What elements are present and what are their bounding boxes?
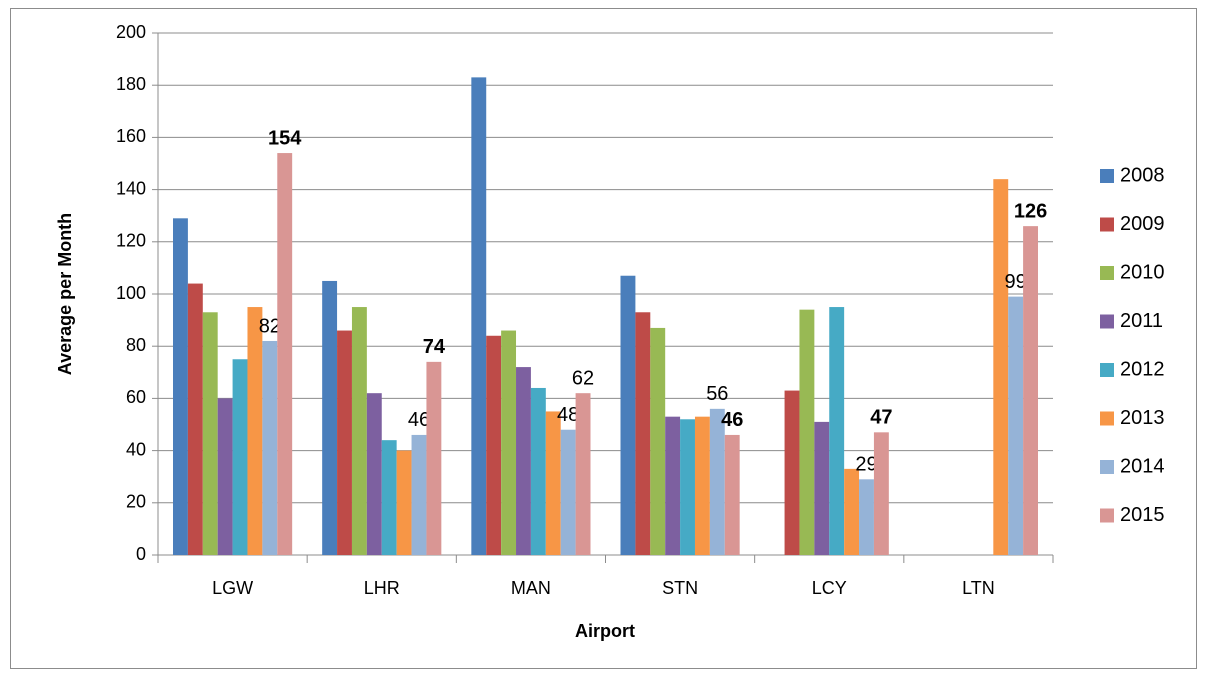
bar: [814, 421, 830, 555]
legend-label: 2014: [1120, 455, 1165, 477]
x-tick-label: LHR: [364, 578, 400, 598]
legend-swatch: [1100, 411, 1114, 426]
data-label: 154: [268, 127, 302, 149]
bar: [471, 77, 487, 556]
y-tick-label: 80: [126, 335, 146, 355]
data-label: 48: [557, 404, 579, 426]
bar: [202, 312, 218, 555]
bar: [1008, 296, 1024, 555]
bar: [993, 179, 1009, 555]
bar: [709, 408, 725, 555]
y-tick-label: 40: [126, 439, 146, 459]
bar: [694, 416, 710, 555]
bar: [187, 283, 203, 555]
bar: [650, 327, 666, 555]
data-label: 82: [259, 315, 281, 337]
legend-swatch: [1100, 363, 1114, 377]
legend-label: 2008: [1120, 164, 1165, 186]
bar: [411, 434, 427, 555]
bar: [829, 307, 845, 555]
bar: [277, 153, 293, 555]
legend-swatch: [1100, 508, 1114, 523]
bar: [620, 275, 636, 555]
y-tick-label: 160: [116, 126, 146, 146]
bar: [530, 387, 546, 555]
bar: [426, 361, 442, 555]
legend-label: 2010: [1120, 261, 1165, 283]
x-axis-title: Airport: [575, 621, 635, 641]
bar: [351, 307, 367, 555]
y-axis-title: Average per Month: [55, 213, 75, 375]
legend-swatch: [1100, 266, 1114, 280]
legend-label: 2009: [1120, 213, 1165, 235]
bar: [575, 393, 591, 555]
x-tick-label: LTN: [962, 578, 995, 598]
legend-label: 2015: [1120, 504, 1165, 526]
data-label: 46: [721, 409, 743, 431]
bar: [545, 411, 561, 555]
data-label: 47: [870, 407, 892, 429]
bar: [486, 335, 502, 555]
y-tick-label: 120: [116, 231, 146, 251]
y-tick-label: 200: [116, 22, 146, 42]
bar: [262, 340, 278, 555]
x-tick-label: LGW: [212, 578, 253, 598]
bar: [337, 330, 352, 555]
bar: [322, 280, 338, 555]
bar: [516, 367, 531, 555]
x-tick-label: LCY: [812, 578, 847, 598]
legend-swatch: [1100, 217, 1114, 232]
bar: [232, 359, 248, 555]
bar: [784, 390, 800, 555]
data-label: 74: [423, 336, 446, 358]
y-tick-label: 0: [136, 544, 146, 564]
y-tick-label: 100: [116, 283, 146, 303]
legend-swatch: [1100, 314, 1114, 329]
y-tick-label: 60: [126, 387, 146, 407]
x-tick-label: STN: [662, 578, 698, 598]
bar: [501, 330, 517, 555]
data-label: 56: [706, 383, 728, 405]
bar: [396, 450, 412, 555]
bar: [247, 307, 263, 555]
legend-label: 2013: [1120, 407, 1165, 429]
bar: [680, 419, 695, 555]
bar: [217, 398, 233, 555]
bar: [173, 218, 188, 555]
bar: [665, 416, 681, 555]
bar: [381, 440, 397, 555]
data-label: 46: [408, 409, 430, 431]
bar: [844, 468, 860, 555]
x-tick-label: MAN: [511, 578, 551, 598]
legend-swatch: [1100, 169, 1114, 183]
bar: [873, 432, 889, 555]
y-tick-label: 180: [116, 74, 146, 94]
legend-swatch: [1100, 460, 1114, 474]
data-label: 62: [572, 367, 594, 389]
data-label: 126: [1014, 200, 1047, 222]
bar: [859, 479, 874, 555]
bar: [799, 309, 815, 555]
bar: [1023, 226, 1038, 555]
bar: [366, 393, 382, 555]
y-tick-label: 140: [116, 178, 146, 198]
bar: [560, 429, 576, 555]
legend-label: 2012: [1120, 358, 1165, 380]
data-label: 99: [1005, 271, 1027, 293]
legend-label: 2011: [1120, 310, 1163, 332]
data-label: 29: [855, 454, 877, 476]
bar: [635, 312, 651, 555]
y-tick-label: 20: [126, 492, 146, 512]
bar: [724, 434, 740, 555]
